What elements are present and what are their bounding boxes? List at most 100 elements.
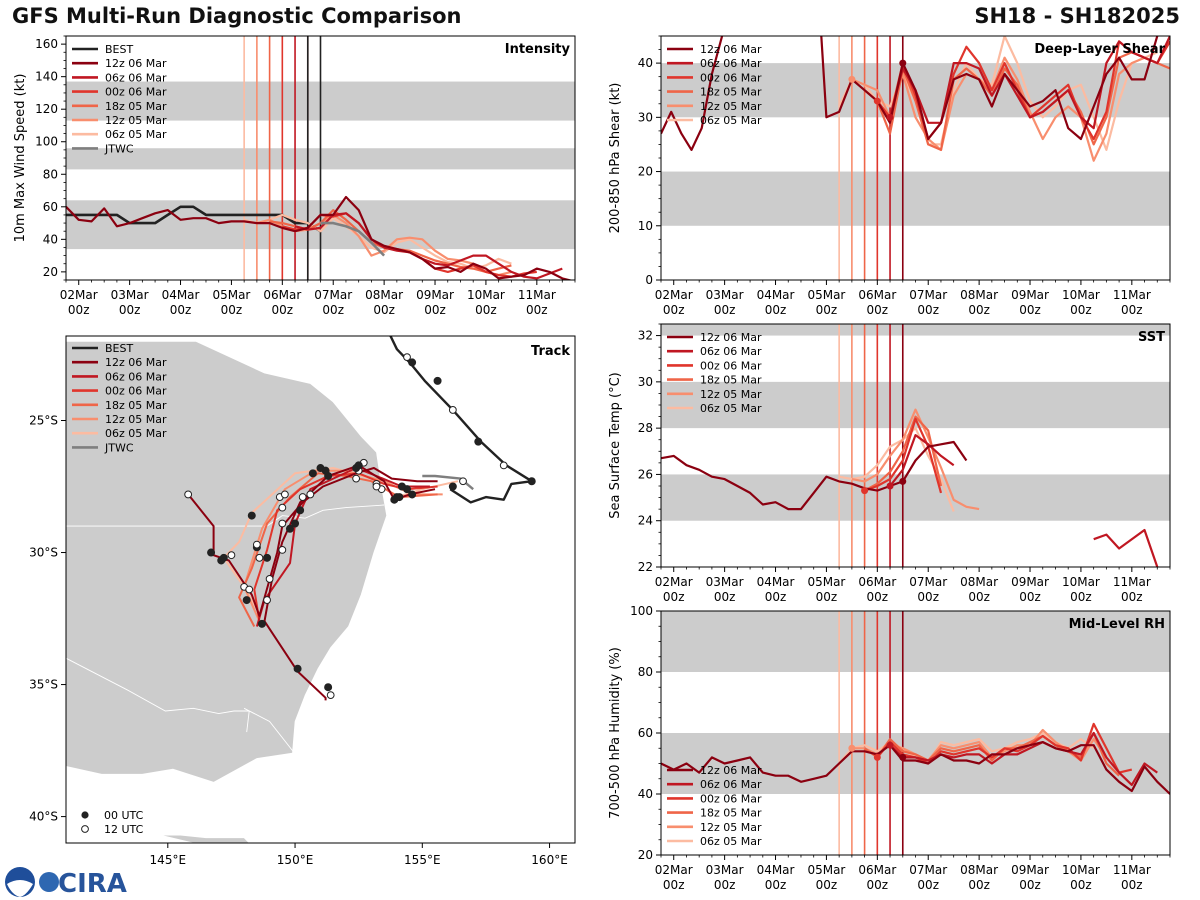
intensity-ytick-label: 20 (43, 265, 58, 279)
track-marker-00utc (354, 461, 363, 470)
rh-series-06z-06-mar (889, 731, 1158, 786)
shear-xtick-label-line: 00z (1019, 303, 1041, 317)
rh-xtick-label-line: 10Mar (1062, 863, 1100, 877)
track-legend-00utc-label: 00 UTC (104, 809, 144, 822)
rh-shaded-band (661, 611, 1170, 672)
shear-xtick-label-line: 06Mar (858, 288, 896, 302)
track-legend-marker-00utc (81, 811, 89, 819)
rh-ytick-label: 80 (638, 665, 653, 679)
sst-plot-area (661, 324, 1159, 567)
track-legend-label: 06z 06 Mar (105, 370, 167, 383)
cira-logo: CIRA (5, 867, 127, 899)
shear-xtick-label-line: 05Mar (807, 288, 845, 302)
intensity-xtick-label-line: 00z (170, 303, 192, 317)
intensity-ytick-label: 160 (35, 37, 58, 51)
track-marker-12utc (227, 551, 236, 560)
shear-init-marker (899, 59, 907, 67)
sst-series-18z-05-mar (864, 415, 943, 492)
sst-legend-label: 18z 05 Mar (700, 374, 762, 387)
shear-xtick-label-line: 00z (816, 303, 838, 317)
intensity-series-06z-06-mar (294, 212, 563, 280)
shear-ytick-label: 40 (638, 56, 653, 70)
rh-xtick-label-line: 00z (714, 878, 736, 892)
sst-xtick-label-line: 02Mar (655, 575, 693, 589)
sst-xtick-label-line: 00z (714, 590, 736, 604)
rh-legend-label: 06z 05 Mar (700, 835, 762, 848)
rh-xtick-label: 03Mar 00z (706, 863, 744, 892)
rh-xtick-label-line: 07Mar (909, 863, 947, 877)
track-panel-title: Track (531, 344, 570, 359)
intensity-xtick-label-line: 03Mar (111, 288, 149, 302)
track-marker-12utc (265, 575, 274, 583)
shear-ytick-label: 10 (638, 219, 653, 233)
track-marker-12utc (263, 596, 271, 604)
intensity-legend-label: JTWC (104, 142, 134, 155)
intensity-xtick-label-line: 11Mar (518, 288, 556, 302)
intensity-ytick-label: 100 (35, 135, 58, 149)
track-marker-00utc (397, 482, 406, 491)
track-legend-label: 18z 05 Mar (105, 399, 167, 412)
track-line-best (389, 336, 533, 504)
rh-xtick-label-line: 11Mar (1113, 863, 1151, 877)
sst-legend-label: 06z 05 Mar (700, 402, 762, 415)
track-marker-00utc (207, 548, 216, 557)
storm-id: SH18 - SH182025 (974, 4, 1180, 28)
track-marker-12utc (306, 490, 315, 499)
figure-title: GFS Multi-Run Diagnostic Comparison (12, 4, 462, 28)
sst-xtick-label-line: 03Mar (706, 575, 744, 589)
rh-xtick-label-line: 03Mar (706, 863, 744, 877)
track-marker-12utc (184, 490, 193, 499)
sst-xtick-label-line: 06Mar (858, 575, 896, 589)
sst-xtick-label: 09Mar 00z (1011, 575, 1049, 604)
track-legend-label: 12z 06 Mar (105, 356, 167, 369)
sst-xtick-label-line: 00z (1019, 590, 1041, 604)
shear-panel-title: Deep-Layer Shear (1034, 42, 1165, 57)
sst-xtick-label-line: 00z (917, 590, 939, 604)
intensity-xtick-label-line: 04Mar (162, 288, 200, 302)
intensity-xtick-label-line: 09Mar (416, 288, 454, 302)
shear-xtick-label-line: 00z (867, 303, 889, 317)
rh-xtick-label: 02Mar 00z (655, 863, 693, 892)
shear-xtick-label: 04Mar 00z (757, 288, 795, 317)
intensity-legend-label: 12z 06 Mar (105, 57, 167, 70)
sst-xtick-label-line: 07Mar (909, 575, 947, 589)
intensity-xtick-label-line: 10Mar (467, 288, 505, 302)
rh-init-marker (899, 753, 907, 761)
sst-series-06z-06-mar (889, 434, 1159, 567)
shear-xtick-label-line: 09Mar (1011, 288, 1049, 302)
state-border (66, 657, 250, 733)
shear-init-marker (873, 97, 881, 105)
sst-xtick-label-line: 00z (816, 590, 838, 604)
sst-legend-label: 00z 06 Mar (700, 359, 762, 372)
track-marker-12utc (278, 503, 287, 512)
shear-xtick-label-line: 00z (1121, 303, 1143, 317)
rh-xtick-label: 05Mar 00z (807, 863, 845, 892)
intensity-xtick-label: 08Mar 00z (365, 288, 403, 317)
sst-xtick-label-line: 08Mar (960, 575, 998, 589)
track-marker-12utc (298, 493, 307, 501)
track-line-06z-05-mar (222, 467, 459, 614)
intensity-xtick-label: 04Mar 00z (162, 288, 200, 317)
track-marker-00utc (247, 511, 256, 520)
rh-xtick-label-line: 00z (663, 878, 685, 892)
rh-legend-label: 12z 06 Mar (700, 764, 762, 777)
sst-xtick-label: 06Mar 00z (858, 575, 896, 604)
track-marker-00utc (257, 619, 266, 628)
intensity-xtick-label-line: 00z (322, 303, 344, 317)
shear-xtick-label-line: 03Mar (706, 288, 744, 302)
sst-xtick-label-line: 00z (867, 590, 889, 604)
intensity-ytick-label: 140 (35, 70, 58, 84)
sst-xtick-label-line: 04Mar (757, 575, 795, 589)
track-marker-00utc (433, 376, 442, 385)
rh-ytick-label: 60 (638, 726, 653, 740)
intensity-xtick-label-line: 00z (68, 303, 90, 317)
shear-xtick-label: 06Mar 00z (858, 288, 896, 317)
track-legend-label: BEST (105, 342, 133, 355)
rh-legend-label: 00z 06 Mar (700, 792, 762, 805)
shear-series-12z-06-mar (661, 36, 1159, 151)
shear-legend-label: 12z 06 Mar (700, 43, 762, 56)
rh-xtick-label-line: 09Mar (1011, 863, 1049, 877)
